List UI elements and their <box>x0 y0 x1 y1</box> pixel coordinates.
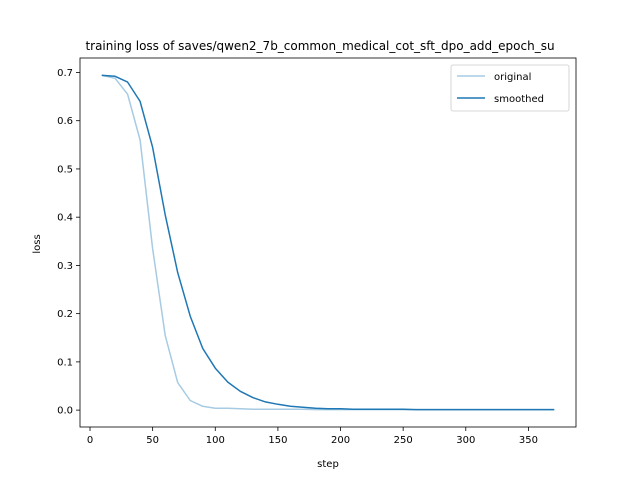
chart-title: training loss of saves/qwen2_7b_common_m… <box>85 39 554 53</box>
y-tick-label: 0.3 <box>57 261 73 272</box>
y-axis-label: loss <box>32 234 43 253</box>
y-tick-label: 0.4 <box>57 213 73 224</box>
y-tick-label: 0.6 <box>57 116 73 127</box>
x-axis-ticks: 0 50 100 150 200 250 300 350 <box>87 427 538 446</box>
y-tick-label: 0.5 <box>57 164 73 175</box>
y-tick-label: 0.0 <box>57 406 73 417</box>
y-tick-label: 0.1 <box>57 357 73 368</box>
y-axis-ticks: 0.0 0.1 0.2 0.3 0.4 0.5 0.6 0.7 <box>57 68 80 417</box>
legend-label-original: original <box>494 72 531 83</box>
x-tick-label: 50 <box>146 435 159 446</box>
series-line-smoothed <box>101 74 555 411</box>
series-line-original <box>101 74 555 411</box>
y-tick-label: 0.7 <box>57 68 73 79</box>
x-axis-label: step <box>317 459 339 470</box>
x-tick-label: 150 <box>268 435 287 446</box>
legend: original smoothed <box>450 64 570 112</box>
x-tick-label: 300 <box>456 435 475 446</box>
x-tick-label: 250 <box>394 435 413 446</box>
plot-lines <box>101 74 555 411</box>
x-tick-label: 100 <box>206 435 225 446</box>
x-tick-label: 0 <box>87 435 93 446</box>
x-tick-label: 350 <box>519 435 538 446</box>
y-tick-label: 0.2 <box>57 309 73 320</box>
x-tick-label: 200 <box>331 435 350 446</box>
legend-label-smoothed: smoothed <box>494 94 544 105</box>
plot-area-frame <box>79 57 577 428</box>
